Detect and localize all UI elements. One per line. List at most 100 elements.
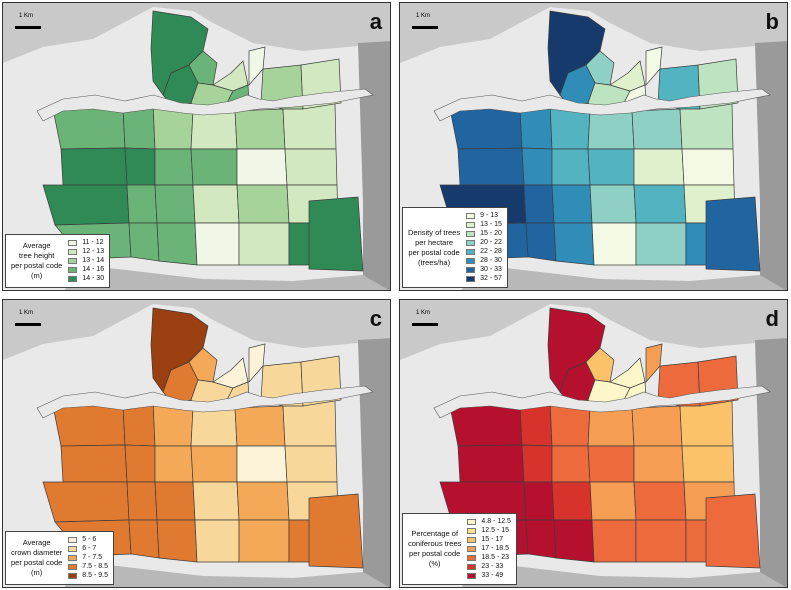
burnaby-land [358, 41, 390, 290]
postal-code-region [633, 184, 687, 224]
burnaby-land [755, 338, 787, 587]
scale-bar-line [412, 323, 438, 326]
legend-label: 15 - 17 [481, 536, 504, 543]
postal-code-region [42, 184, 130, 226]
legend-label: 7.5 - 8.5 [82, 563, 108, 570]
postal-code-region [525, 222, 557, 262]
postal-code-region [587, 148, 635, 186]
postal-code-region [521, 147, 553, 186]
panel-letter: a [369, 9, 382, 34]
postal-code-region [154, 481, 196, 521]
postal-code-region [188, 50, 218, 86]
legend-item: 12.5 - 15 [467, 527, 511, 535]
legend-item: 13 - 14 [68, 257, 104, 265]
legend-item: 22 - 28 [466, 248, 502, 256]
postal-code-region [587, 110, 635, 150]
postal-code-region [591, 222, 637, 266]
legend-label: 14 - 16 [82, 266, 105, 273]
legend-swatch [68, 267, 78, 273]
postal-code-region [681, 148, 735, 186]
legend-swatch [467, 528, 477, 534]
map-legend: Density of trees per hectare per postal … [402, 207, 508, 288]
postal-code-region [631, 108, 683, 150]
legend-item: 33 - 49 [467, 572, 511, 580]
legend-item: 18.5 - 23 [467, 554, 511, 562]
legend-swatch [68, 546, 78, 552]
legend-item: 7.5 - 8.5 [68, 563, 108, 571]
legend-item: 8.5 - 9.5 [68, 572, 108, 580]
postal-code-region [212, 60, 249, 92]
choropleth-map [3, 300, 390, 587]
postal-code-region [635, 519, 687, 563]
legend-title: Average tree height per postal code (m) [11, 241, 63, 280]
legend-swatch [466, 267, 476, 273]
legend-swatch [68, 573, 78, 579]
postal-code-region [585, 347, 615, 383]
north-shore-land [3, 3, 390, 63]
legend-item: 15 - 17 [467, 536, 511, 544]
legend-item: 17 - 18.5 [467, 545, 511, 553]
scale-bar-line [15, 26, 41, 29]
postal-code-region [236, 481, 290, 521]
postal-code-region [284, 148, 338, 186]
south-land [64, 562, 389, 587]
legend-item: 14 - 30 [68, 275, 104, 283]
scale-label: 1 Km [416, 310, 431, 316]
map-panel-a: 1 Km a Average tree height per postal code… [2, 2, 391, 291]
legend-item: 28 - 30 [466, 257, 502, 265]
postal-code-region [124, 147, 156, 186]
map-legend: Percentage of coniferous trees per posta… [402, 513, 517, 585]
postal-code-region [60, 444, 128, 483]
legend-swatch [467, 546, 477, 552]
legend-swatch [467, 564, 477, 570]
postal-code-region [457, 444, 525, 483]
postal-code-region [192, 481, 240, 521]
postal-code-region [705, 196, 761, 272]
postal-code-region [194, 222, 240, 266]
legend-item: 32 - 57 [466, 275, 502, 283]
panel-letter: b [765, 9, 779, 34]
postal-code-region [248, 46, 266, 86]
postal-code-region [42, 481, 130, 523]
legend-label: 4.8 - 12.5 [481, 518, 511, 525]
legend-swatch [467, 537, 477, 543]
postal-code-region [681, 445, 735, 483]
postal-code-region [60, 147, 128, 186]
postal-code-region [525, 519, 557, 559]
legend-item: 11 - 12 [68, 239, 104, 247]
legend-item: 20 - 22 [466, 239, 502, 247]
false-creek-water [36, 88, 374, 122]
legend-label: 13 - 15 [480, 221, 502, 228]
legend-label: 14 - 30 [82, 275, 105, 282]
scale-bar-line [15, 323, 41, 326]
postal-code-region [633, 445, 685, 483]
legend-label: 11 - 12 [82, 239, 104, 246]
legend-item: 6 - 7 [68, 545, 108, 553]
postal-code-region [128, 222, 160, 262]
scale-bar: 1 Km [412, 13, 440, 29]
postal-code-region [551, 481, 593, 521]
scale-bar: 1 Km [15, 13, 43, 29]
postal-code-region [679, 399, 734, 447]
legend-label: 12 - 13 [82, 248, 105, 255]
postal-code-region [212, 357, 249, 389]
legend-label: 32 - 57 [480, 275, 502, 282]
legend-swatch [68, 249, 78, 255]
postal-code-region [523, 481, 555, 521]
legend-label: 28 - 30 [480, 257, 502, 264]
legend-item: 14 - 16 [68, 266, 104, 274]
legend-swatch [68, 258, 78, 264]
scale-bar-line [412, 26, 438, 29]
north-shore-land [400, 300, 787, 360]
postal-code-region [551, 148, 591, 186]
legend-title: Percentage of coniferous trees per posta… [408, 529, 462, 568]
legend-label: 12.5 - 15 [481, 527, 510, 534]
south-land [64, 265, 389, 290]
burnaby-land [755, 41, 787, 290]
postal-code-region [551, 445, 591, 483]
legend-label: 8.5 - 9.5 [82, 572, 108, 579]
legend-label: 23 - 33 [481, 563, 504, 570]
postal-code-region [156, 222, 198, 266]
legend-title: Density of trees per hectare per postal … [408, 227, 461, 267]
postal-code-region [128, 519, 160, 559]
